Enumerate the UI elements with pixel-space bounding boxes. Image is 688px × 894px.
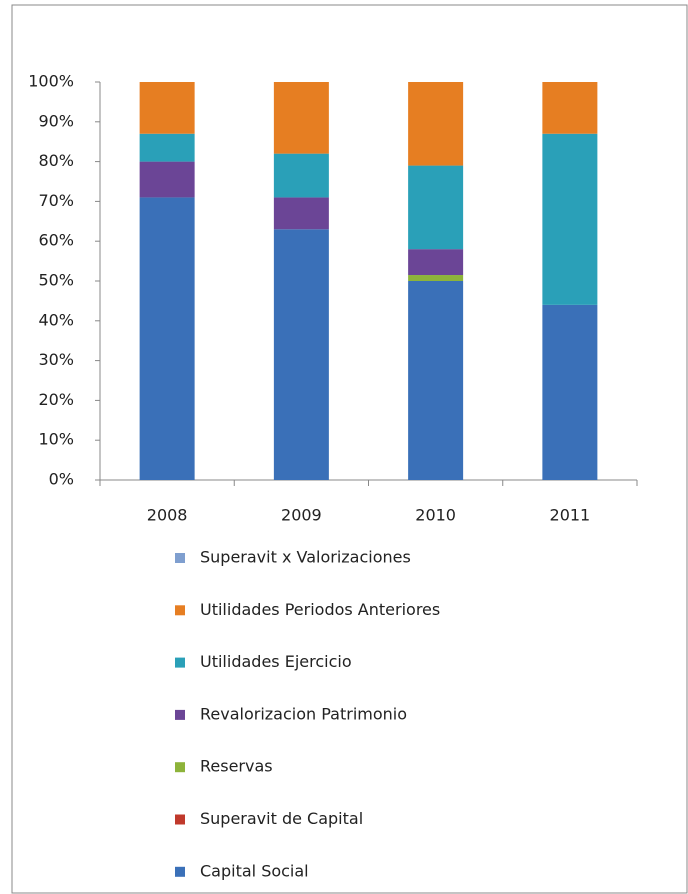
y-tick-label: 50% [38, 271, 74, 290]
bar-segment [273, 153, 329, 198]
bar-segment [408, 249, 464, 276]
bar-segment [542, 133, 598, 305]
legend-label: Superavit x Valorizaciones [200, 548, 411, 567]
y-tick-label: 0% [49, 470, 74, 489]
bar-segment [139, 133, 195, 162]
bar-segment [273, 82, 329, 154]
y-tick-label: 40% [38, 310, 74, 329]
bar-segment [273, 229, 329, 480]
legend-label: Utilidades Periodos Anteriores [200, 600, 440, 619]
y-tick-label: 30% [38, 350, 74, 369]
bar-segment [139, 197, 195, 481]
legend-label: Revalorizacion Patrimonio [200, 704, 407, 723]
y-tick-label: 80% [38, 151, 74, 170]
bar-segment [408, 82, 464, 166]
legend-label: Capital Social [200, 861, 309, 880]
x-tick-label: 2010 [415, 506, 456, 525]
legend-swatch [175, 866, 185, 877]
x-tick-label: 2009 [281, 506, 322, 525]
y-tick-label: 90% [38, 111, 74, 130]
y-tick-label: 100% [28, 72, 74, 91]
bar-segment [408, 165, 464, 250]
x-tick-label: 2011 [550, 506, 591, 525]
y-tick-label: 70% [38, 191, 74, 210]
bar-segment [542, 82, 598, 134]
legend-label: Superavit de Capital [200, 809, 363, 828]
bar-segment [139, 82, 195, 134]
bar-segment [408, 275, 464, 281]
legend-swatch [175, 605, 185, 616]
legend-label: Utilidades Ejercicio [200, 652, 352, 671]
legend-swatch [175, 657, 185, 668]
y-tick-label: 60% [38, 231, 74, 250]
legend-swatch [175, 709, 185, 720]
bar-segment [273, 197, 329, 230]
legend-swatch [175, 553, 185, 563]
x-tick-label: 2008 [147, 506, 188, 525]
bar-segment [139, 161, 195, 198]
legend-swatch [175, 814, 185, 825]
y-tick-label: 10% [38, 430, 74, 449]
bar-segment [408, 281, 464, 480]
y-tick-label: 20% [38, 390, 74, 409]
legend-swatch [175, 762, 185, 773]
bar-segment [542, 304, 598, 480]
legend-label: Reservas [200, 757, 273, 776]
